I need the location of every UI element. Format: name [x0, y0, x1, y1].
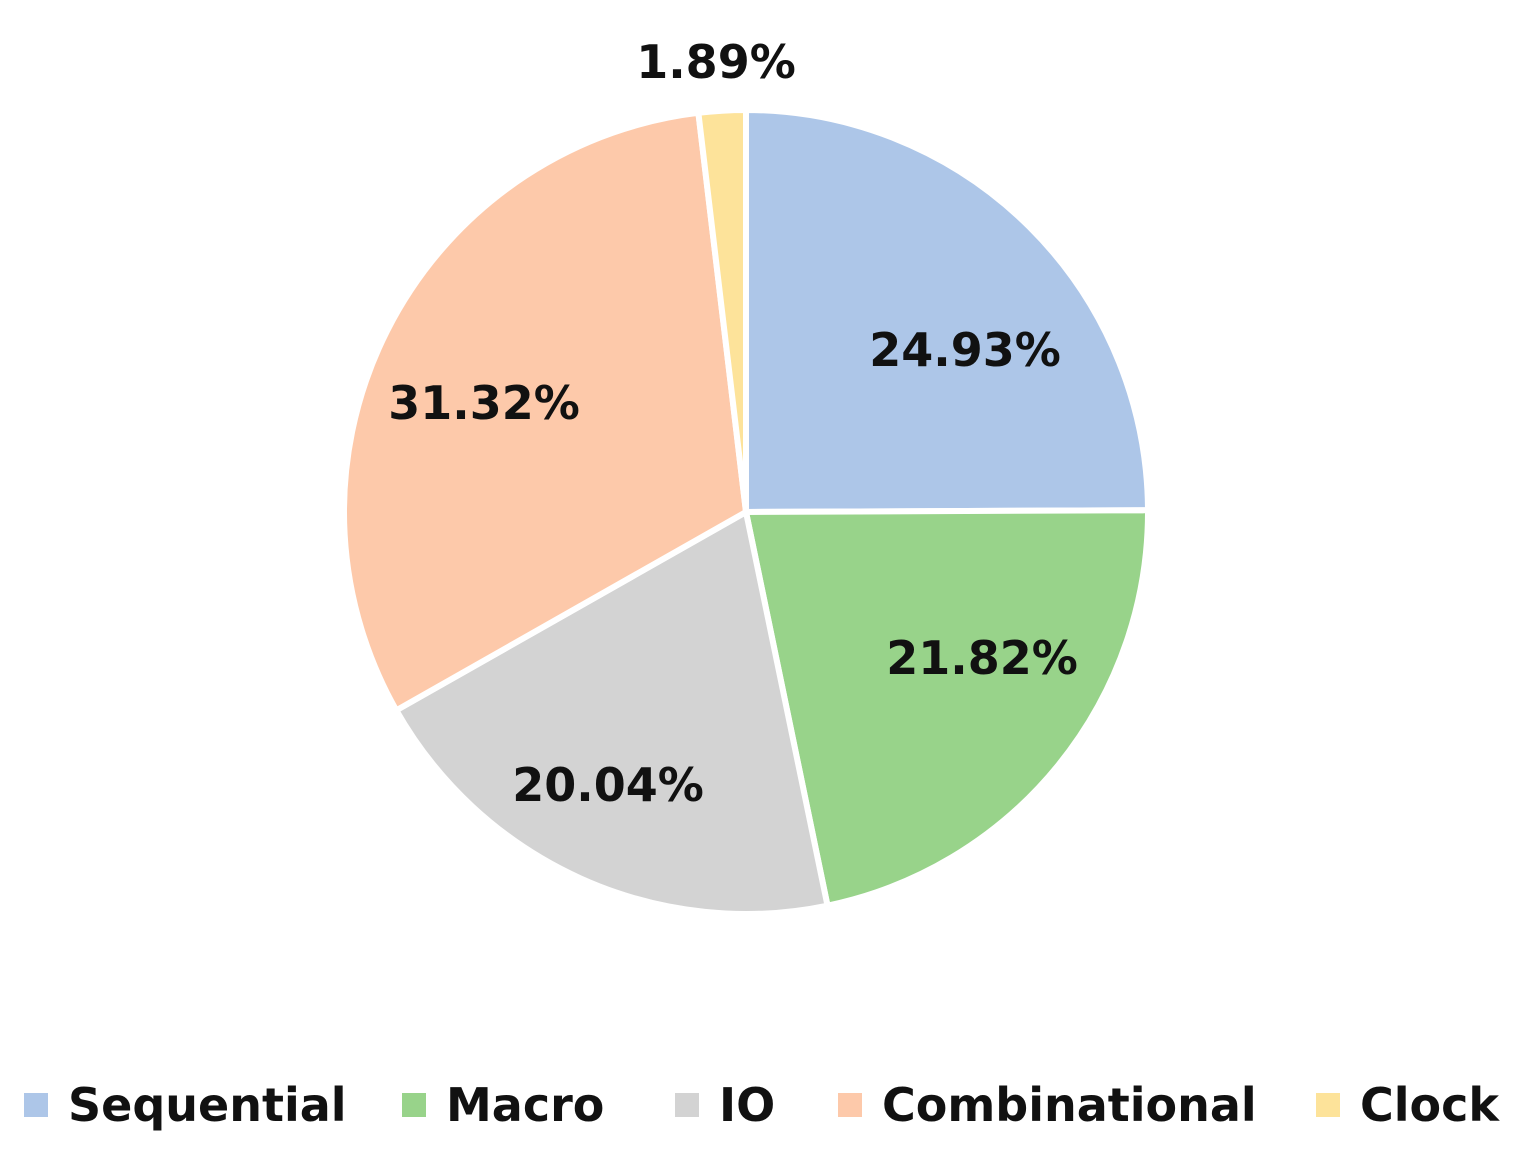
pie-slice-combinational	[341, 109, 749, 714]
slice-label-clock: 1.89%	[636, 35, 796, 89]
legend-label-sequential: Sequential	[68, 1078, 347, 1132]
legend-item-combinational: Combinational	[838, 1078, 1257, 1132]
legend-item-io: IO	[675, 1078, 775, 1132]
legend-label-io: IO	[719, 1078, 775, 1132]
legend-swatch-combinational	[838, 1093, 862, 1117]
legend-label-clock: Clock	[1360, 1078, 1500, 1132]
slice-label-macro: 21.82%	[886, 631, 1078, 685]
legend-swatch-sequential	[24, 1093, 48, 1117]
legend-swatch-clock	[1316, 1093, 1340, 1117]
slice-label-io: 20.04%	[512, 758, 704, 812]
pie-slice-macro	[743, 507, 1152, 909]
pie-slices	[341, 107, 1152, 918]
pie-slice-clock	[695, 107, 749, 515]
legend-item-clock: Clock	[1316, 1078, 1500, 1132]
pie-slice-labels: 24.93% 21.82% 20.04% 31.32% 1.89%	[388, 35, 1078, 812]
legend-swatch-io	[675, 1093, 699, 1117]
legend-item-sequential: Sequential	[24, 1078, 347, 1132]
pie-slice-sequential	[743, 107, 1151, 515]
legend: Sequential Macro IO Combinational Clock	[24, 1078, 1500, 1132]
legend-label-macro: Macro	[446, 1078, 604, 1132]
legend-item-macro: Macro	[402, 1078, 604, 1132]
slice-label-combinational: 31.32%	[388, 376, 580, 430]
legend-swatch-macro	[402, 1093, 426, 1117]
slice-label-sequential: 24.93%	[869, 323, 1061, 377]
legend-label-combinational: Combinational	[882, 1078, 1257, 1132]
pie-slice-io	[393, 509, 831, 918]
